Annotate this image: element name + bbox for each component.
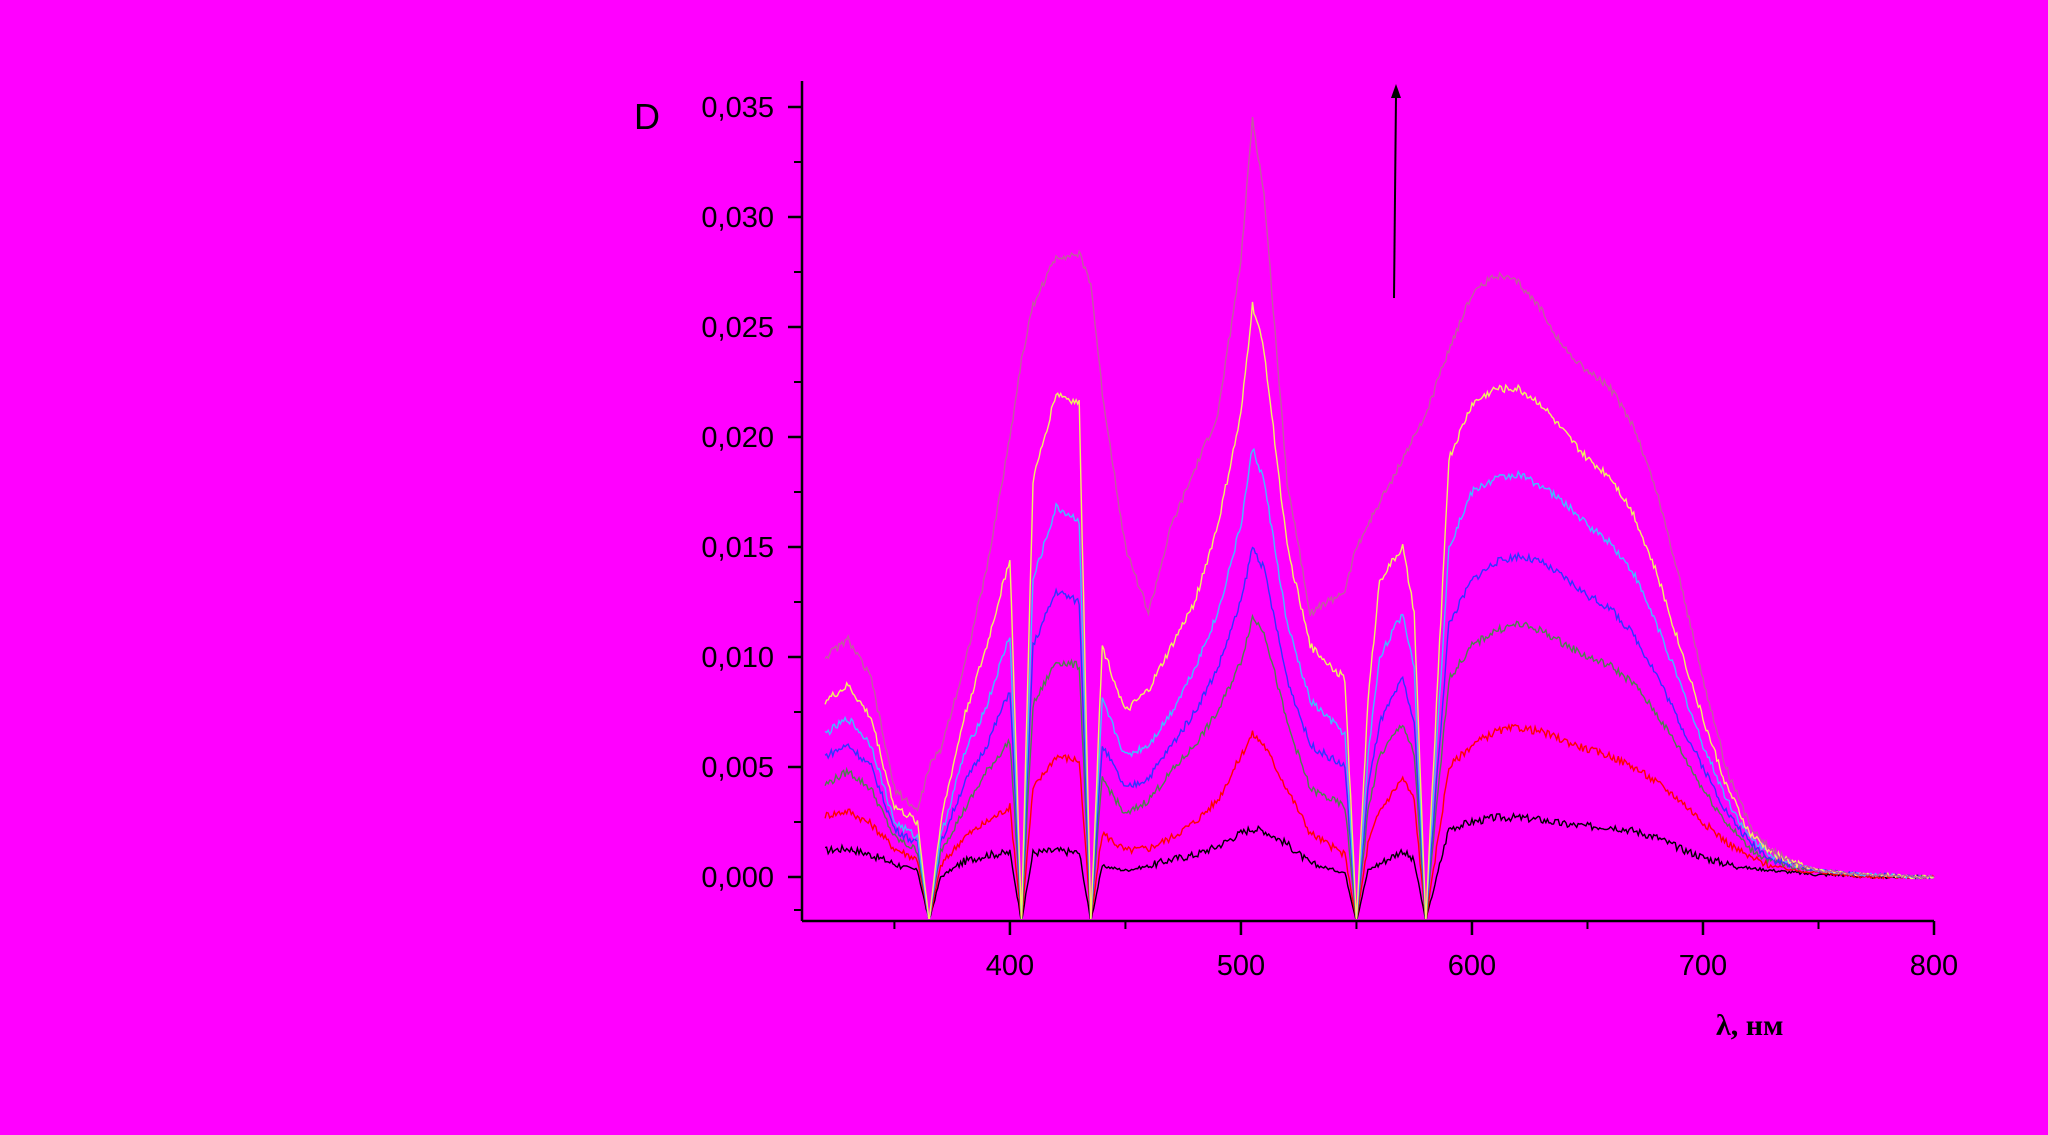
y-tick-label: 0,010 (701, 642, 774, 674)
y-tick-label: 0,030 (701, 202, 774, 234)
y-axis-title: D (634, 96, 660, 137)
x-tick-label: 400 (986, 950, 1034, 982)
series-line-2 (824, 723, 1935, 919)
y-tick-label: 0,005 (701, 752, 774, 784)
x-tick-label: 500 (1217, 950, 1265, 982)
x-tick-label: 700 (1679, 950, 1727, 982)
series-line-5 (824, 447, 1935, 919)
series-line-7 (824, 116, 1935, 880)
series-line-1 (824, 812, 1935, 919)
series-line-4 (824, 546, 1935, 919)
y-tick-label: 0,015 (701, 532, 774, 564)
axes-layer: 0,000 0,005 0,010 0,015 0,020 0,025 0,030 0,035… (701, 81, 1958, 982)
y-tick-label: 0,000 (701, 862, 774, 894)
direction-arrow-icon (1391, 84, 1401, 299)
x-ticks: 400 500 600 700 800 (893, 921, 1958, 982)
x-tick-label: 600 (1448, 950, 1496, 982)
y-tick-label: 0,025 (701, 312, 774, 344)
y-tick-label: 0,020 (701, 422, 774, 454)
x-axis-title: λ, нм (1716, 1009, 1783, 1042)
y-ticks: 0,000 0,005 0,010 0,015 0,020 0,025 0,030 0,035 (701, 92, 802, 911)
series-line-6 (824, 301, 1935, 919)
y-tick-label: 0,035 (701, 92, 774, 124)
series-layer (824, 116, 1935, 919)
x-tick-label: 800 (1910, 950, 1958, 982)
series-line-3 (824, 613, 1935, 919)
